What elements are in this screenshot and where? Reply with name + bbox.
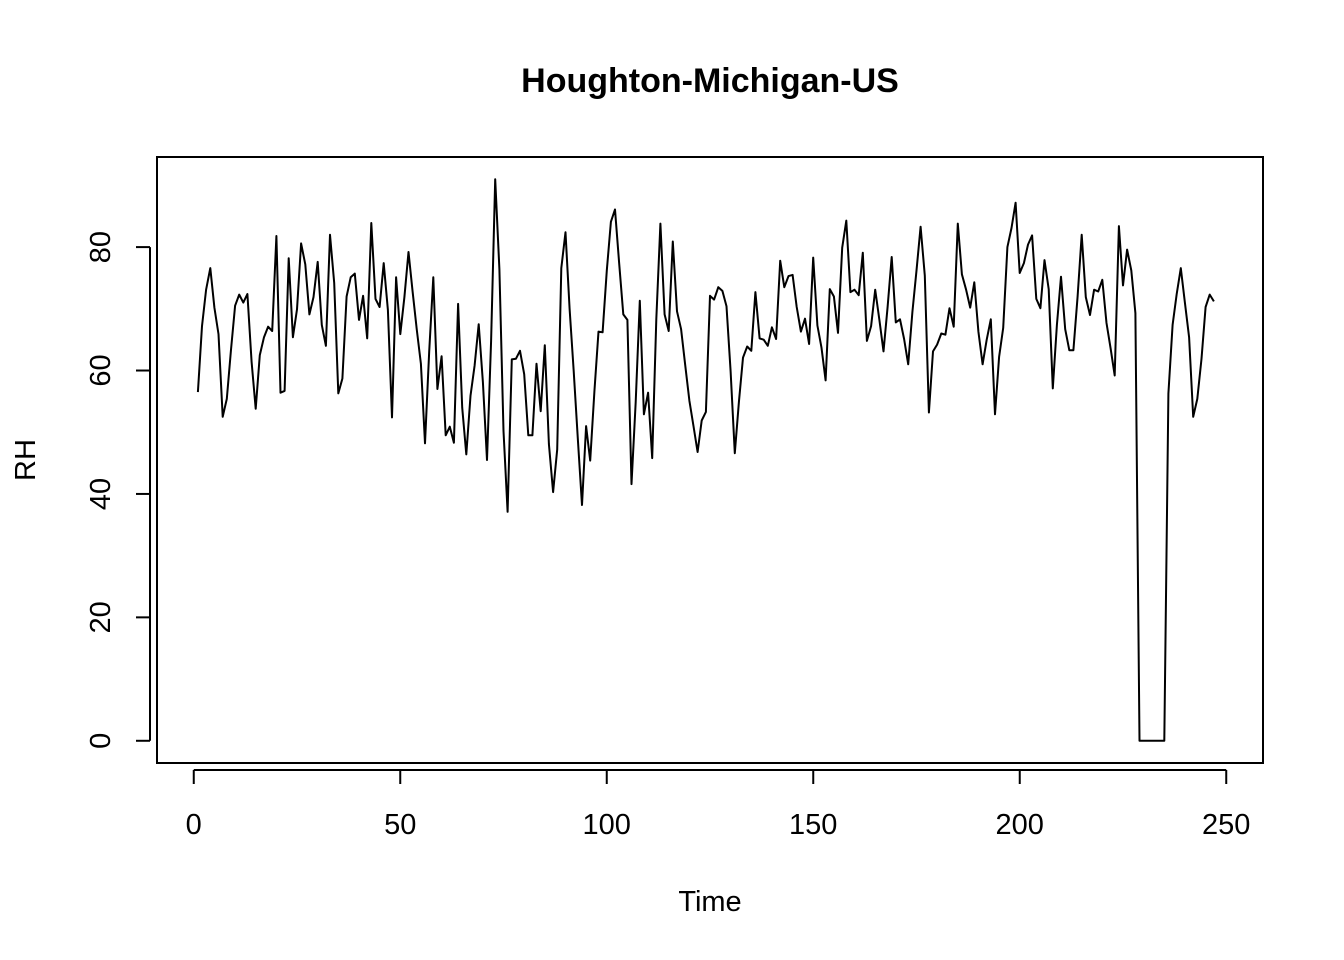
y-axis-label: RH (10, 439, 42, 481)
x-tick-label: 0 (186, 809, 202, 841)
chart-title: Houghton-Michigan-US (521, 62, 899, 100)
y-tick-label: 80 (85, 231, 117, 263)
y-tick-label: 0 (85, 733, 117, 749)
x-tick-label: 100 (583, 809, 631, 841)
x-tick-label: 250 (1202, 809, 1250, 841)
x-tick-label: 150 (789, 809, 837, 841)
y-tick-label: 20 (85, 601, 117, 633)
y-axis: 0 20 40 60 80 (85, 231, 151, 749)
plot-frame (156, 156, 1264, 764)
y-tick-label: 60 (85, 354, 117, 386)
y-tick-label: 40 (85, 478, 117, 510)
x-tick-label: 50 (384, 809, 416, 841)
series-line-rh (196, 178, 1215, 742)
x-axis-label: Time (678, 886, 741, 918)
x-axis: 0 50 100 150 200 250 (186, 769, 1250, 841)
x-tick-label: 200 (996, 809, 1044, 841)
